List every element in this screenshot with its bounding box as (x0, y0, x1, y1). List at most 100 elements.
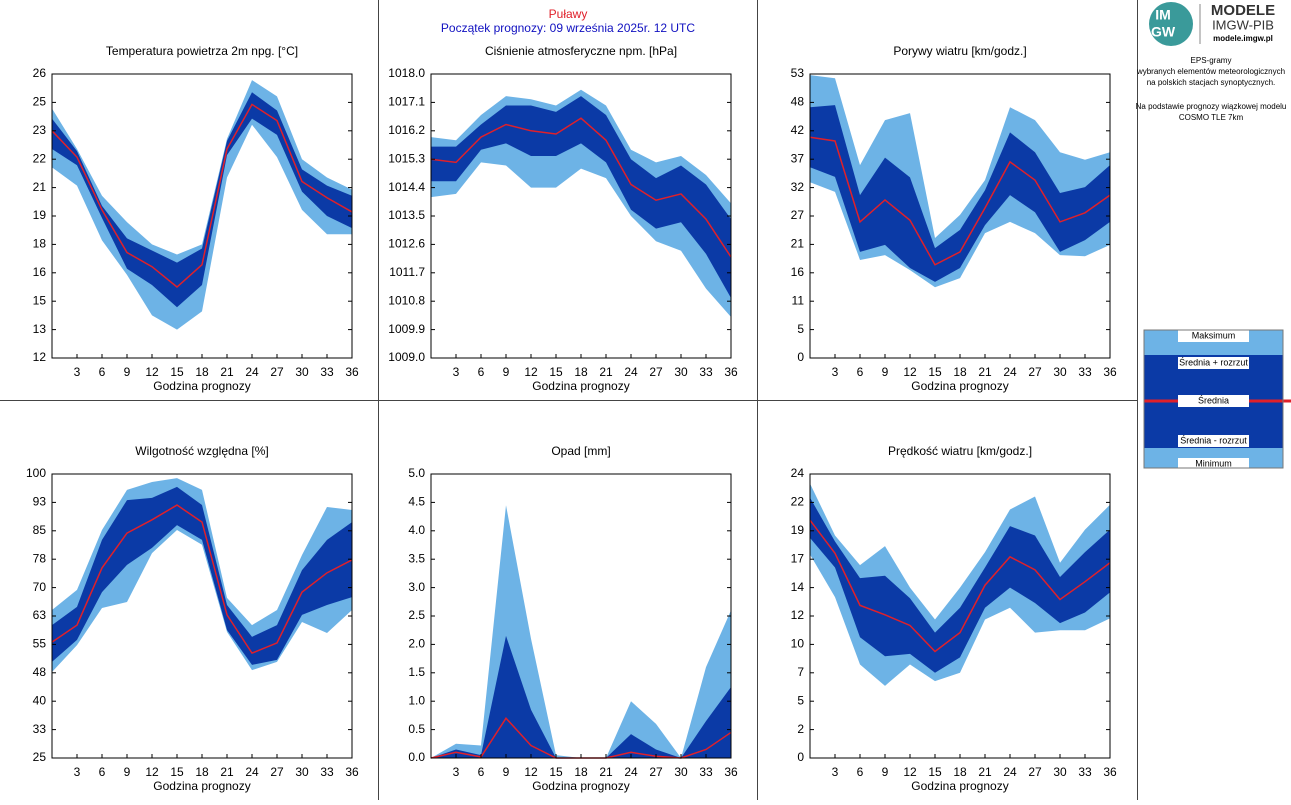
chart-title: Porywy wiatru [km/godz.] (893, 44, 1026, 58)
x-tick-label: 15 (170, 765, 184, 779)
band-area (810, 182, 1110, 358)
y-tick-label: 12 (791, 608, 805, 622)
x-tick-label: 9 (124, 765, 131, 779)
x-tick-label: 12 (145, 765, 159, 779)
x-tick-label: 36 (724, 765, 738, 779)
x-axis-label: Godzina prognozy (911, 379, 1008, 393)
x-tick-label: 18 (195, 365, 209, 379)
y-tick-label: 10 (791, 637, 805, 651)
y-tick-label: 23 (33, 123, 47, 137)
chart-title: Temperatura powietrza 2m npg. [°C] (106, 44, 298, 58)
y-tick-label: 22 (33, 151, 47, 165)
x-tick-label: 24 (1003, 365, 1017, 379)
plot (809, 75, 1111, 358)
y-tick-label: 17 (791, 551, 805, 565)
x-tick-label: 3 (74, 365, 81, 379)
y-tick-label: 32 (791, 180, 805, 194)
y-tick-label: 1013.5 (388, 208, 425, 222)
y-tick-label: 53 (791, 66, 805, 80)
y-tick-label: 0 (797, 350, 804, 364)
y-tick-label: 1018.0 (388, 66, 425, 80)
description: COSMO TLE 7km (1179, 113, 1244, 122)
plot (430, 89, 732, 359)
y-tick-label: 70 (33, 580, 47, 594)
x-tick-label: 6 (857, 765, 864, 779)
x-tick-label: 9 (882, 765, 889, 779)
y-tick-label: 1012.6 (388, 237, 425, 251)
x-tick-label: 6 (478, 365, 485, 379)
x-tick-label: 21 (978, 765, 992, 779)
x-tick-label: 9 (882, 365, 889, 379)
y-tick-label: 1.0 (408, 693, 425, 707)
y-tick-label: 1015.3 (388, 151, 425, 165)
logo-text: GW (1151, 24, 1176, 40)
logo-text: IM (1155, 7, 1171, 23)
x-tick-label: 15 (549, 765, 563, 779)
x-tick-label: 9 (503, 365, 510, 379)
x-tick-label: 30 (295, 365, 309, 379)
y-tick-label: 25 (33, 95, 47, 109)
y-tick-label: 25 (33, 750, 47, 764)
x-tick-label: 15 (928, 365, 942, 379)
x-tick-label: 24 (1003, 765, 1017, 779)
chart-title: Ciśnienie atmosferyczne npm. [hPa] (485, 44, 677, 58)
x-tick-label: 24 (245, 765, 259, 779)
x-tick-label: 27 (649, 365, 663, 379)
y-tick-label: 63 (33, 608, 47, 622)
x-tick-label: 30 (1053, 365, 1067, 379)
y-tick-label: 2 (797, 722, 804, 736)
y-tick-label: 0.0 (408, 750, 425, 764)
x-tick-label: 15 (170, 365, 184, 379)
y-tick-label: 12 (33, 350, 47, 364)
y-tick-label: 100 (26, 466, 46, 480)
y-tick-label: 48 (791, 95, 805, 109)
panel-borders (0, 0, 1138, 800)
legend-label: Średnia - rozrzut (1180, 434, 1247, 445)
y-tick-label: 4.5 (408, 495, 425, 509)
chart-title: Opad [mm] (551, 444, 610, 458)
x-tick-label: 9 (503, 765, 510, 779)
y-tick-label: 5.0 (408, 466, 425, 480)
y-tick-label: 7 (797, 665, 804, 679)
x-tick-label: 27 (270, 765, 284, 779)
band-area (810, 554, 1110, 758)
x-tick-label: 18 (574, 365, 588, 379)
x-tick-label: 12 (903, 765, 917, 779)
logo-org: IMGW-PIB (1212, 17, 1274, 32)
y-tick-label: 2.5 (408, 608, 425, 622)
x-tick-label: 6 (99, 365, 106, 379)
x-tick-label: 27 (270, 365, 284, 379)
legend-label-bg (1178, 435, 1249, 447)
mean-line (809, 519, 1111, 653)
x-tick-label: 33 (320, 765, 334, 779)
y-tick-label: 1010.8 (388, 293, 425, 307)
x-tick-label: 15 (928, 765, 942, 779)
y-tick-label: 0 (797, 750, 804, 764)
chart-title: Prędkość wiatru [km/godz.] (888, 444, 1032, 458)
x-tick-label: 18 (574, 765, 588, 779)
y-tick-label: 18 (33, 237, 47, 251)
y-tick-label: 93 (33, 495, 47, 509)
x-tick-label: 6 (857, 365, 864, 379)
legend-label-bg (1178, 458, 1249, 470)
logo-name: MODELE (1211, 2, 1275, 19)
y-tick-label: 48 (33, 665, 47, 679)
x-tick-label: 33 (699, 765, 713, 779)
x-tick-label: 21 (220, 365, 234, 379)
legend-label-bg (1178, 357, 1249, 369)
legend-label-bg (1178, 395, 1249, 407)
x-tick-label: 36 (345, 765, 359, 779)
y-tick-label: 85 (33, 523, 47, 537)
x-tick-label: 9 (124, 365, 131, 379)
y-tick-label: 13 (33, 322, 47, 336)
x-tick-label: 21 (220, 765, 234, 779)
x-tick-label: 24 (624, 365, 638, 379)
x-tick-label: 3 (832, 365, 839, 379)
y-tick-label: 1009.0 (388, 350, 425, 364)
station: Puławy (549, 7, 588, 21)
x-tick-label: 21 (599, 765, 613, 779)
plot (51, 80, 353, 358)
plot (51, 478, 353, 758)
legend-label: Średnia + rozrzut (1179, 356, 1248, 367)
